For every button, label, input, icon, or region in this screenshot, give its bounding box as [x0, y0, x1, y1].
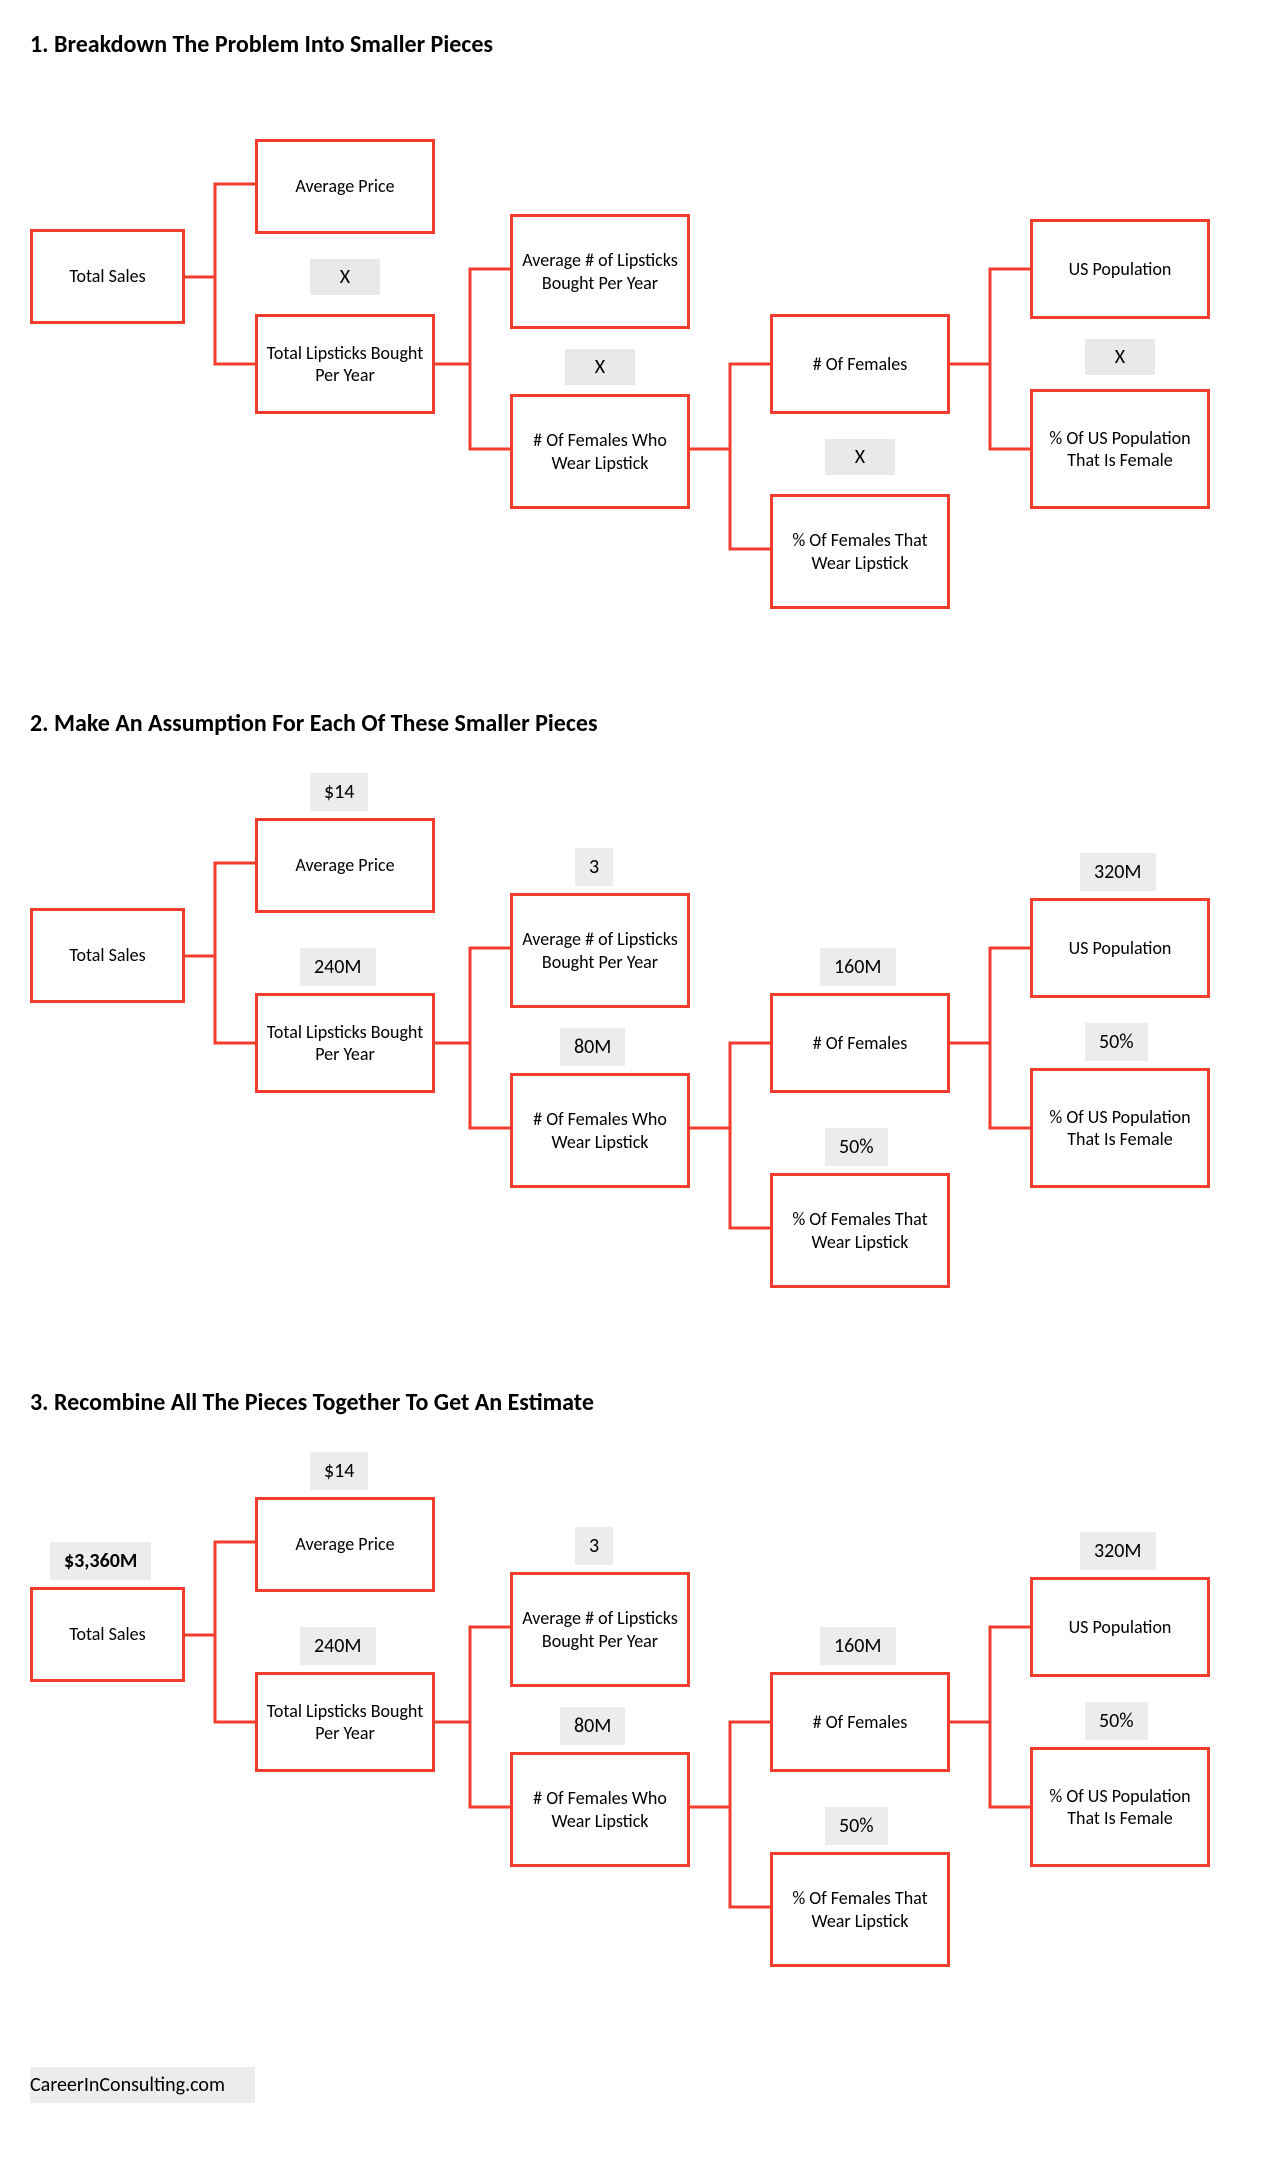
op-x-1: X	[310, 259, 380, 295]
connectors	[30, 1447, 1250, 2007]
section-title: 1. Breakdown The Problem Into Smaller Pi…	[30, 30, 1250, 59]
node-pct-us-female: % Of US Population That Is Female	[1030, 389, 1210, 509]
node-avg-num-lipsticks: Average # of Lipsticks Bought Per Year	[510, 1572, 690, 1687]
assumption-pct-females-wear: 50%	[825, 1128, 888, 1166]
section-assumptions: 2. Make An Assumption For Each Of These …	[30, 709, 1250, 1328]
result-total-sales: $3,360M	[50, 1542, 151, 1580]
op-x-3: X	[825, 439, 895, 475]
node-total-lipsticks: Total Lipsticks Bought Per Year	[255, 1672, 435, 1772]
node-pct-us-female: % Of US Population That Is Female	[1030, 1068, 1210, 1188]
node-pct-females-wear: % Of Females That Wear Lipstick	[770, 494, 950, 609]
op-x-4: X	[1085, 339, 1155, 375]
assumption-avg-num-lipsticks: 3	[575, 1527, 613, 1565]
assumption-pct-us-female: 50%	[1085, 1702, 1148, 1740]
node-us-pop: US Population	[1030, 898, 1210, 998]
assumption-females-wear: 80M	[560, 1707, 625, 1745]
node-total-lipsticks: Total Lipsticks Bought Per Year	[255, 993, 435, 1093]
node-females-wear: # Of Females Who Wear Lipstick	[510, 394, 690, 509]
node-num-females: # Of Females	[770, 314, 950, 414]
assumption-num-females: 160M	[820, 1627, 896, 1665]
node-total-sales: Total Sales	[30, 229, 185, 324]
assumption-num-females: 160M	[820, 948, 896, 986]
assumption-us-pop: 320M	[1080, 853, 1156, 891]
connectors	[30, 89, 1250, 649]
footer-credit: CareerInConsulting.com	[30, 2067, 255, 2103]
node-total-sales: Total Sales	[30, 908, 185, 1003]
assumption-total-lipsticks: 240M	[300, 1627, 376, 1665]
node-num-females: # Of Females	[770, 1672, 950, 1772]
section-title: 2. Make An Assumption For Each Of These …	[30, 709, 1250, 738]
diagram-1: Total Sales Average Price Total Lipstick…	[30, 89, 1250, 649]
node-avg-num-lipsticks: Average # of Lipsticks Bought Per Year	[510, 214, 690, 329]
assumption-pct-females-wear: 50%	[825, 1807, 888, 1845]
connectors	[30, 768, 1250, 1328]
node-total-lipsticks: Total Lipsticks Bought Per Year	[255, 314, 435, 414]
assumption-us-pop: 320M	[1080, 1532, 1156, 1570]
diagram-2: Total Sales $14 Average Price 240M Total…	[30, 768, 1250, 1328]
node-females-wear: # Of Females Who Wear Lipstick	[510, 1073, 690, 1188]
node-avg-price: Average Price	[255, 818, 435, 913]
assumption-avg-price: $14	[310, 1452, 368, 1490]
node-num-females: # Of Females	[770, 993, 950, 1093]
node-avg-price: Average Price	[255, 1497, 435, 1592]
node-us-pop: US Population	[1030, 1577, 1210, 1677]
node-pct-females-wear: % Of Females That Wear Lipstick	[770, 1852, 950, 1967]
section-title: 3. Recombine All The Pieces Together To …	[30, 1388, 1250, 1417]
node-us-pop: US Population	[1030, 219, 1210, 319]
node-pct-females-wear: % Of Females That Wear Lipstick	[770, 1173, 950, 1288]
node-avg-price: Average Price	[255, 139, 435, 234]
op-x-2: X	[565, 349, 635, 385]
node-total-sales: Total Sales	[30, 1587, 185, 1682]
diagram-3: $3,360M Total Sales $14 Average Price 24…	[30, 1447, 1250, 2007]
node-pct-us-female: % Of US Population That Is Female	[1030, 1747, 1210, 1867]
node-avg-num-lipsticks: Average # of Lipsticks Bought Per Year	[510, 893, 690, 1008]
assumption-avg-num-lipsticks: 3	[575, 848, 613, 886]
assumption-total-lipsticks: 240M	[300, 948, 376, 986]
section-breakdown: 1. Breakdown The Problem Into Smaller Pi…	[30, 30, 1250, 649]
assumption-females-wear: 80M	[560, 1028, 625, 1066]
assumption-pct-us-female: 50%	[1085, 1023, 1148, 1061]
section-recombine: 3. Recombine All The Pieces Together To …	[30, 1388, 1250, 2007]
assumption-avg-price: $14	[310, 773, 368, 811]
node-females-wear: # Of Females Who Wear Lipstick	[510, 1752, 690, 1867]
